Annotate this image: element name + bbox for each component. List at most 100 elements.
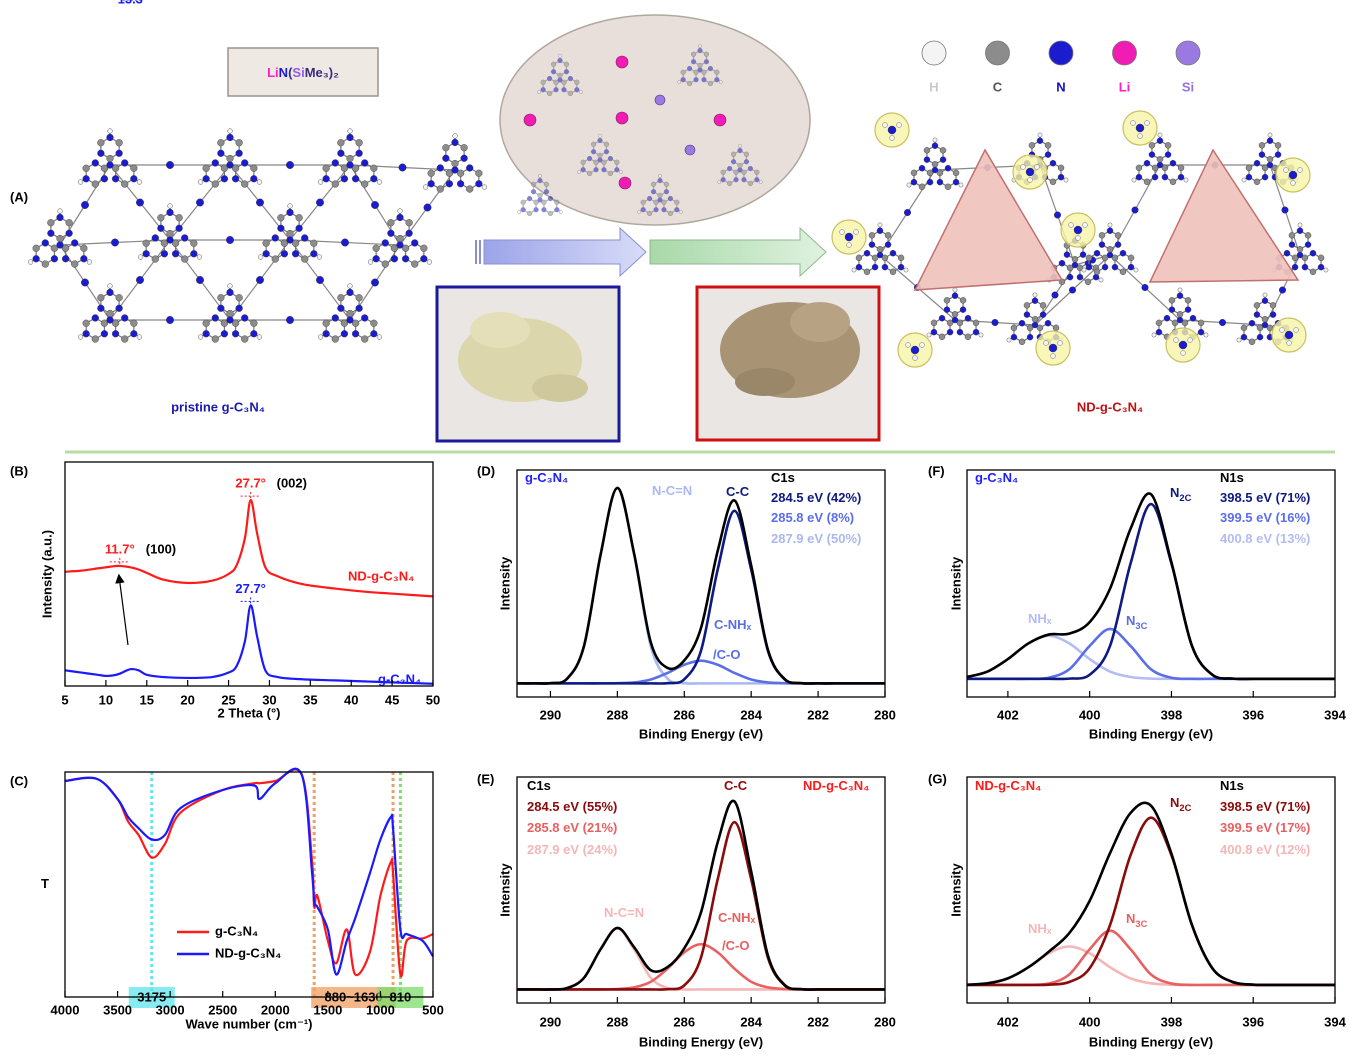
atom (1170, 179, 1176, 185)
atom (212, 336, 219, 343)
atom (702, 77, 707, 82)
annotation: g-C₃N₄ (975, 470, 1018, 485)
atom (1033, 293, 1037, 297)
x-tick-label: 282 (807, 707, 829, 722)
atom (1310, 269, 1316, 275)
atom (1094, 269, 1100, 275)
atom (937, 179, 943, 185)
atom (1045, 152, 1051, 158)
atom (1177, 311, 1183, 317)
atom (932, 161, 938, 167)
atom (919, 184, 925, 190)
atom (1035, 165, 1040, 170)
atom (1149, 142, 1155, 148)
annotation: ND-g-C₃N₄ (803, 778, 869, 793)
atom (370, 320, 377, 327)
atom (1270, 302, 1276, 308)
y-axis-label: Intensity (948, 863, 963, 917)
atom (531, 182, 536, 187)
annotation-main: 287.9 eV (50%) (771, 531, 861, 546)
annotation: 284.5 eV (55%) (527, 799, 617, 814)
atom (250, 165, 257, 172)
atom (121, 336, 128, 343)
atom (116, 294, 123, 301)
atom (420, 245, 427, 252)
atom (518, 210, 521, 213)
atom (347, 162, 354, 169)
atom (47, 230, 54, 237)
annotation: ND-g-C₃N₄ (975, 778, 1041, 793)
atom (856, 264, 862, 270)
x-axis-label: Wave number (cm⁻¹) (185, 1016, 312, 1031)
atom (554, 200, 559, 205)
series-line (967, 931, 1335, 985)
atom (310, 240, 317, 247)
x-tick-label: 402 (997, 707, 1019, 722)
atom (399, 164, 406, 171)
atom (1270, 312, 1276, 318)
atom (658, 193, 663, 198)
atom (927, 179, 933, 185)
li-atom (616, 56, 628, 68)
atom (864, 269, 870, 275)
x-tick-label: 400 (1079, 707, 1101, 722)
atom (1177, 317, 1183, 323)
atom (654, 207, 659, 212)
atom (1157, 156, 1163, 162)
atom (759, 180, 762, 183)
atom (1181, 351, 1186, 356)
atom (1085, 279, 1091, 285)
annotation: N-C=N (652, 483, 692, 498)
atom (638, 210, 641, 213)
atom (272, 256, 279, 263)
annotation-main: 400.8 eV (12%) (1220, 842, 1310, 857)
atom (1156, 329, 1162, 335)
atom (906, 343, 911, 348)
atom (461, 155, 468, 162)
atom (738, 163, 743, 168)
atom (166, 161, 173, 168)
atom (107, 155, 114, 162)
heptazine (198, 284, 262, 343)
annotation: 287.9 eV (24%) (527, 842, 617, 857)
atom (1185, 307, 1191, 313)
atom (361, 315, 368, 322)
annotation-main: 399.5 eV (16%) (1220, 510, 1310, 525)
atom (544, 182, 549, 187)
annotation-main: 285.8 eV (8%) (771, 510, 854, 525)
atom (854, 230, 859, 235)
atom (1257, 334, 1263, 340)
atom (337, 305, 344, 312)
atom (57, 235, 64, 242)
atom (591, 142, 596, 147)
atom (241, 336, 248, 343)
atom (651, 182, 656, 187)
atom (598, 153, 603, 158)
atom-legend-label: H (929, 79, 938, 94)
atom (1268, 133, 1272, 137)
annotation-main: 400.8 eV (13%) (1220, 531, 1310, 546)
li-atom (619, 177, 631, 189)
si-atom (655, 95, 665, 105)
atom (107, 317, 114, 324)
atom (1120, 250, 1126, 256)
atom (1112, 264, 1118, 270)
annotation-main: N (1126, 613, 1135, 628)
annotation: C-C (724, 778, 748, 793)
atom (1318, 264, 1324, 270)
atom (1069, 287, 1076, 294)
atom (727, 166, 732, 171)
atom (547, 91, 552, 96)
atom (1310, 250, 1316, 256)
atom (888, 126, 896, 134)
x-tick-label: 280 (874, 707, 896, 722)
legend-label: g-C₃N₄ (215, 923, 258, 938)
atom (227, 134, 234, 141)
atom (904, 268, 908, 272)
atom (959, 183, 963, 187)
atom (939, 315, 945, 321)
atom (181, 235, 188, 242)
atom (940, 147, 946, 153)
atom (538, 90, 541, 93)
atom (347, 155, 354, 162)
